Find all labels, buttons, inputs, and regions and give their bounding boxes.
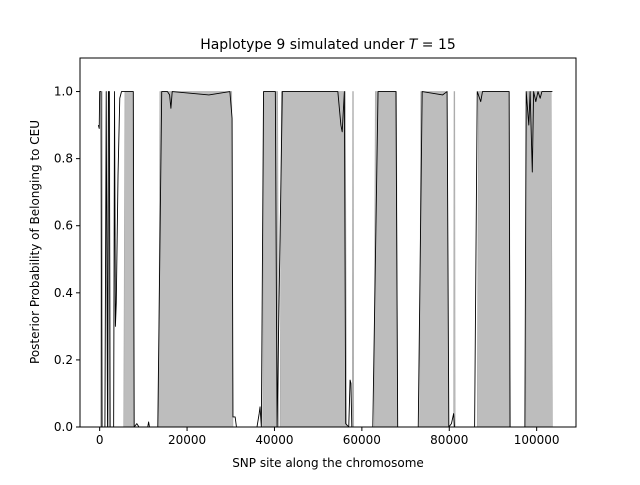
x-axis-label: SNP site along the chromosome	[232, 456, 424, 470]
y-tick-label-2: 0.4	[54, 286, 73, 300]
chart-title: Haplotype 9 simulated under T = 15	[200, 37, 456, 53]
y-tick-label-3: 0.6	[54, 219, 73, 233]
plot-area	[97, 91, 553, 428]
ceu-region-7	[351, 91, 355, 428]
x-tick-label-0: 0	[96, 433, 104, 447]
ceu-region-10	[453, 91, 456, 428]
y-tick-label-1: 0.2	[54, 353, 73, 367]
ceu-region-11	[476, 91, 511, 428]
y-tick-label-0: 0.0	[54, 420, 73, 434]
axes: 0 20000 40000 60000 80000 100000 0.0 0.2 0.4 0.6 0…	[54, 57, 577, 447]
x-tick-label-4: 80000	[430, 433, 468, 447]
posterior-line	[97, 91, 553, 428]
ceu-region-12	[525, 91, 553, 428]
y-tick-label-4: 0.8	[54, 152, 73, 166]
x-tick-label-2: 40000	[255, 433, 293, 447]
x-tick-label-1: 20000	[168, 433, 206, 447]
ceu-region-9	[419, 91, 449, 428]
y-axis-label: Posterior Probability of Belonging to CE…	[28, 120, 42, 364]
y-tick-label-5: 1.0	[54, 85, 73, 99]
ceu-region-3	[123, 91, 135, 428]
ceu-region-6	[279, 91, 347, 428]
x-tick-label-3: 60000	[343, 433, 381, 447]
axes-frame	[79, 57, 577, 428]
x-tick-label-5: 100000	[514, 433, 560, 447]
ceu-region-4	[158, 91, 234, 428]
